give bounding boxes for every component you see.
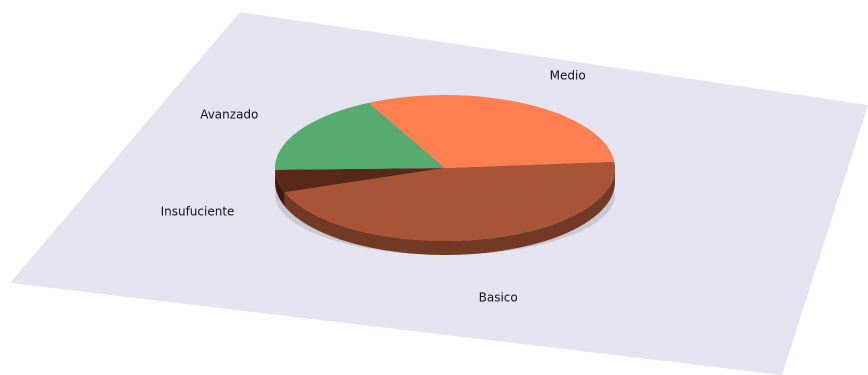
slice-label-medio: Medio	[550, 69, 586, 83]
pie-slice-insufuciente	[275, 168, 445, 193]
pie-labels: Basico Insufuciente Avanzado Medio	[161, 69, 586, 305]
pie-slice-avanzado	[275, 102, 445, 170]
slice-label-basico: Basico	[479, 291, 518, 305]
pie-side-insufuciente	[275, 169, 285, 207]
pie-side-basico	[284, 168, 615, 255]
pie-slice-medio	[368, 95, 615, 168]
pie-slice-basico	[284, 161, 615, 241]
slice-label-avanzado: Avanzado	[200, 107, 258, 121]
pie-slices	[275, 95, 615, 255]
slice-label-insufuciente: Insufuciente	[161, 205, 235, 219]
